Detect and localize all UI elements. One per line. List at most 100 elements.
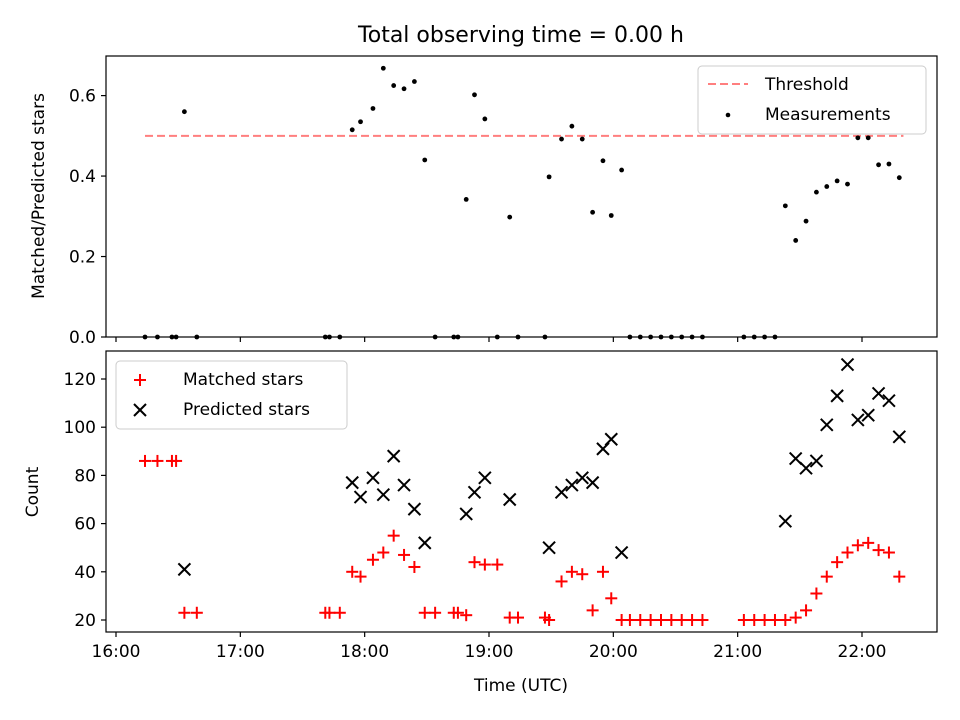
- predicted-star-point: [820, 418, 834, 432]
- matched-star-point: [831, 556, 844, 569]
- matched-star-point: [841, 546, 854, 559]
- predicted-star-point: [778, 514, 793, 528]
- bottom-legend-box: [115, 360, 348, 430]
- matched-star-point: [737, 614, 750, 626]
- legend-measurements-swatch: [725, 112, 731, 118]
- matched-star-point: [398, 548, 411, 561]
- matched-star-point: [675, 614, 688, 626]
- y-tick-label: 20: [74, 611, 96, 631]
- predicted-star-point: [830, 389, 844, 403]
- matched-star-point: [696, 614, 709, 626]
- measurement-point: [824, 184, 830, 189]
- predicted-star-point: [418, 536, 432, 550]
- predicted-star-point: [788, 451, 803, 466]
- matched-star-point: [429, 606, 442, 619]
- measurement-point: [546, 174, 552, 180]
- measurement-point: [422, 157, 428, 163]
- y-tick-label: 40: [74, 563, 96, 583]
- measurement-point: [401, 86, 407, 92]
- x-axis-label: Time (UTC): [473, 676, 568, 696]
- matched-star-point: [665, 614, 678, 626]
- matched-star-point: [543, 614, 556, 626]
- matched-star-point: [851, 539, 864, 552]
- matched-star-point: [872, 544, 885, 557]
- measurement-point: [370, 106, 376, 111]
- predicted-star-point: [882, 393, 896, 408]
- predicted-star-point: [478, 471, 492, 485]
- bottom-axes-frame: [105, 350, 938, 633]
- measurement-point: [876, 162, 881, 168]
- top-legend-box: [697, 65, 927, 135]
- measurement-point: [865, 135, 871, 141]
- matched-star-point: [810, 587, 823, 600]
- matched-star-point: [333, 606, 346, 619]
- predicted-star-point: [345, 475, 359, 490]
- matched-star-point: [686, 614, 699, 626]
- legend-predicted-swatch: [133, 403, 147, 417]
- matched-star-point: [170, 454, 183, 467]
- measurement-point: [886, 161, 892, 167]
- matched-star-point: [893, 570, 906, 583]
- matched-star-point: [644, 614, 657, 626]
- matched-star-point: [346, 565, 359, 578]
- matched-star-point: [408, 560, 421, 573]
- measurement-point: [793, 238, 799, 243]
- measurement-point: [855, 135, 861, 141]
- measurement-point: [782, 203, 788, 209]
- measurement-point: [619, 167, 625, 173]
- matched-star-point: [451, 606, 464, 619]
- matched-star-point: [512, 611, 525, 624]
- bottom-panel: Count 20 40 60 80 100 120 16:00 17:00 18:00 19:0…: [23, 350, 938, 696]
- predicted-star-point: [353, 490, 368, 504]
- matched-star-point: [178, 606, 191, 619]
- matched-star-point: [758, 614, 771, 626]
- top-legend: Threshold Measurements: [697, 65, 927, 135]
- measurement-point: [559, 136, 564, 142]
- measurement-point: [608, 213, 614, 218]
- measurement-point: [463, 197, 469, 202]
- predicted-star-point: [604, 432, 618, 446]
- top-ylabel: Matched/Predicted stars: [29, 93, 49, 299]
- measurement-point: [834, 178, 840, 184]
- matched-star-point: [862, 536, 875, 549]
- matched-star-point: [460, 609, 473, 622]
- predicted-star-point: [407, 502, 422, 516]
- matched-star-point: [468, 556, 481, 569]
- top-panel: Matched/Predicted stars 0.0 0.2 0.4 0.6 Thr…: [29, 55, 938, 348]
- predicted-star-point: [871, 386, 886, 401]
- top-axes-frame: [105, 55, 938, 338]
- matched-star-point: [491, 558, 504, 571]
- measurement-point: [391, 83, 397, 88]
- predicted-star-point: [892, 430, 907, 444]
- matched-star-point: [354, 570, 367, 583]
- y-tick-label: 100: [64, 418, 96, 438]
- y-tick-label: 0.0: [69, 328, 96, 348]
- x-tick-label: 21:00: [713, 642, 762, 662]
- y-tick-label: 60: [74, 515, 96, 535]
- measurement-point: [590, 209, 596, 215]
- predicted-star-point: [840, 357, 855, 372]
- predicted-star-point: [386, 449, 401, 463]
- x-tick-label: 22:00: [838, 642, 887, 662]
- matched-star-point: [576, 568, 589, 581]
- predicted-star-point: [467, 485, 482, 499]
- measurement-point: [569, 123, 575, 129]
- matched-star-point: [366, 553, 379, 566]
- predicted-star-point: [554, 485, 569, 499]
- predicted-star-point: [575, 471, 589, 485]
- matched-star-point: [605, 592, 618, 605]
- measurement-point: [845, 181, 850, 187]
- matched-star-point: [820, 570, 833, 583]
- predicted-star-point: [851, 413, 865, 427]
- measurement-point: [358, 119, 363, 125]
- measurement-point: [814, 189, 819, 195]
- y-tick-label: 80: [74, 466, 96, 486]
- predicted-star-point: [397, 478, 411, 492]
- legend-matched-label: Matched stars: [183, 370, 303, 390]
- matched-star-point: [190, 606, 203, 619]
- figure-title: Total observing time = 0.00 h: [357, 23, 684, 48]
- predicted-star-point: [459, 507, 473, 521]
- x-tick-label: 17:00: [216, 642, 265, 662]
- legend-threshold-label: Threshold: [764, 75, 849, 95]
